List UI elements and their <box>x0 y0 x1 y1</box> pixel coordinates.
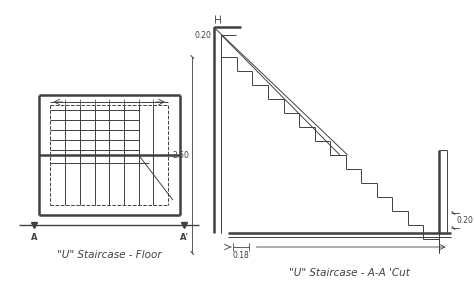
Text: "U" Staircase - A-A 'Cut: "U" Staircase - A-A 'Cut <box>289 268 410 278</box>
Text: A': A' <box>180 233 189 242</box>
Text: 0.18: 0.18 <box>232 251 249 260</box>
Text: 2.50: 2.50 <box>173 151 189 160</box>
Text: "U" Staircase - Floor: "U" Staircase - Floor <box>57 250 162 260</box>
Text: A: A <box>31 233 37 242</box>
Text: 0.20: 0.20 <box>456 216 473 225</box>
Text: 0.20: 0.20 <box>195 31 212 40</box>
